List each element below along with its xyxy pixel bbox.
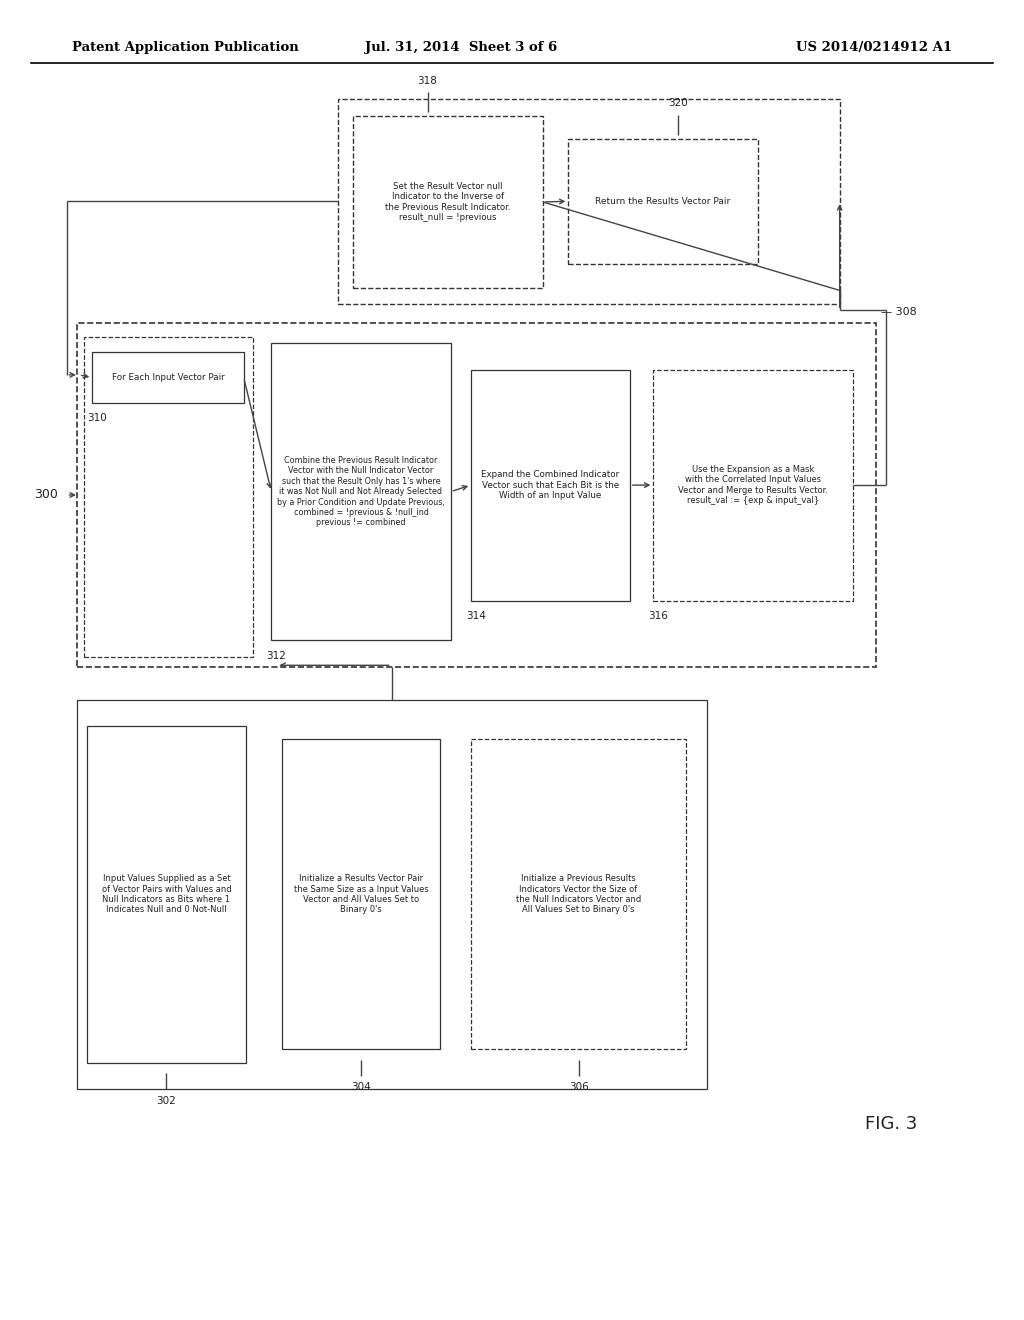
Text: Set the Result Vector null
Indicator to the Inverse of
the Previous Result Indic: Set the Result Vector null Indicator to …: [385, 182, 511, 222]
Text: Use the Expansion as a Mask
with the Correlated Input Values
Vector and Merge to: Use the Expansion as a Mask with the Cor…: [678, 465, 828, 506]
Bar: [653, 370, 853, 601]
Text: Expand the Combined Indicator
Vector such that Each Bit is the
Width of an Input: Expand the Combined Indicator Vector suc…: [481, 470, 620, 500]
Bar: [568, 139, 758, 264]
Text: — 308: — 308: [881, 306, 916, 317]
Bar: [271, 343, 451, 640]
Text: 320: 320: [669, 98, 688, 108]
Text: Initialize a Results Vector Pair
the Same Size as a Input Values
Vector and All : Initialize a Results Vector Pair the Sam…: [294, 874, 428, 915]
Text: US 2014/0214912 A1: US 2014/0214912 A1: [797, 41, 952, 54]
Text: Jul. 31, 2014  Sheet 3 of 6: Jul. 31, 2014 Sheet 3 of 6: [365, 41, 557, 54]
Text: 306: 306: [568, 1082, 589, 1093]
Bar: [471, 370, 630, 601]
Bar: [338, 99, 840, 304]
Text: For Each Input Vector Pair: For Each Input Vector Pair: [112, 374, 224, 381]
Text: 316: 316: [648, 611, 668, 622]
Bar: [84, 337, 253, 657]
Text: 300: 300: [34, 488, 58, 502]
Bar: [77, 700, 707, 1089]
Bar: [353, 116, 543, 288]
Text: 314: 314: [466, 611, 485, 622]
Text: Patent Application Publication: Patent Application Publication: [72, 41, 298, 54]
Text: 302: 302: [157, 1096, 176, 1106]
Bar: [87, 726, 246, 1063]
Text: 318: 318: [418, 75, 437, 86]
Text: Combine the Previous Result Indicator
Vector with the Null Indicator Vector
such: Combine the Previous Result Indicator Ve…: [278, 455, 444, 528]
Text: 304: 304: [351, 1082, 371, 1093]
Bar: [471, 739, 686, 1049]
Text: FIG. 3: FIG. 3: [864, 1115, 918, 1134]
Bar: [282, 739, 440, 1049]
Text: 310: 310: [87, 413, 106, 424]
Text: Initialize a Previous Results
Indicators Vector the Size of
the Null Indicators : Initialize a Previous Results Indicators…: [516, 874, 641, 915]
Text: 312: 312: [266, 651, 286, 661]
Bar: [77, 323, 876, 667]
Text: Input Values Supplied as a Set
of Vector Pairs with Values and
Null Indicators a: Input Values Supplied as a Set of Vector…: [101, 874, 231, 915]
Bar: [92, 352, 244, 403]
Text: Return the Results Vector Pair: Return the Results Vector Pair: [595, 197, 731, 206]
